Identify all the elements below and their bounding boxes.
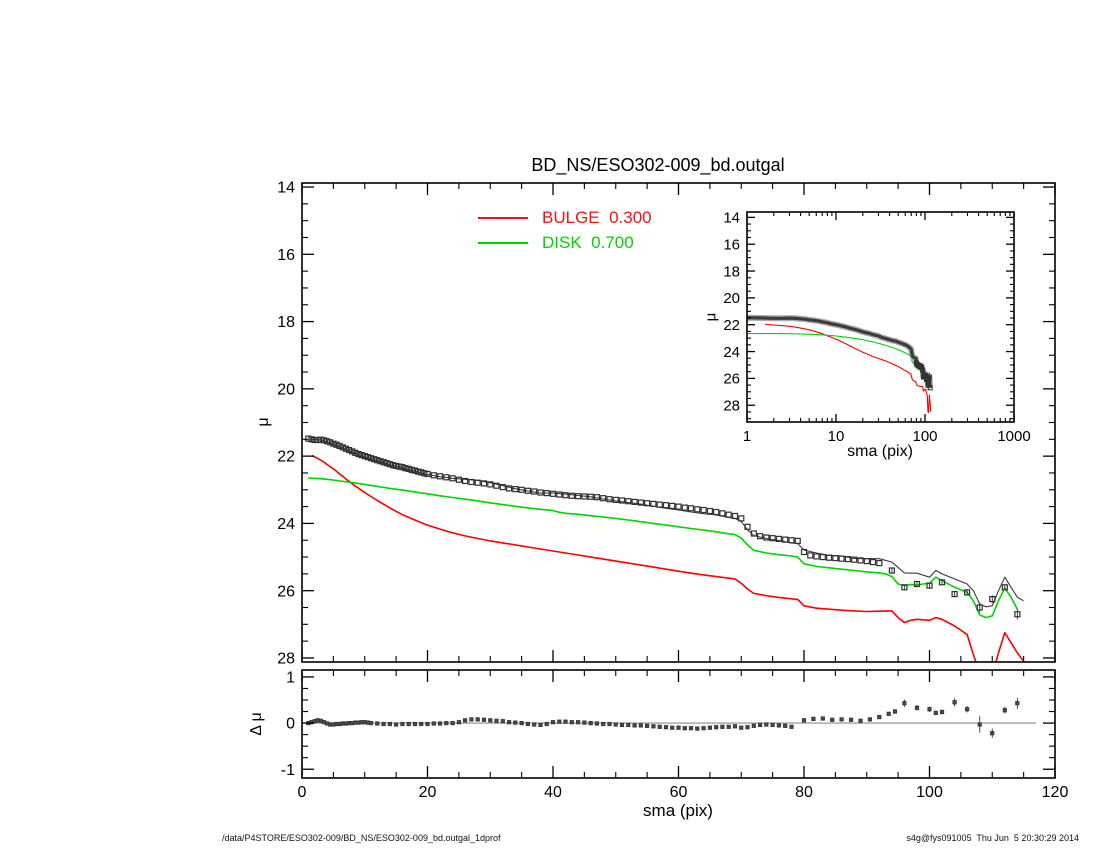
svg-text:28: 28 bbox=[277, 651, 295, 668]
svg-text:20: 20 bbox=[277, 381, 295, 398]
legend-bulge-label: BULGE 0.300 bbox=[542, 208, 652, 227]
svg-text:1000: 1000 bbox=[997, 428, 1030, 445]
svg-text:24: 24 bbox=[277, 516, 295, 533]
footer-user-timestamp: s4g@fys091005 Thu Jun 5 20:30:29 2014 bbox=[906, 833, 1079, 843]
footer-file-path: /data/P4STORE/ESO302-009/BD_NS/ESO302-00… bbox=[222, 833, 501, 843]
svg-text:26: 26 bbox=[723, 371, 740, 388]
svg-text:18: 18 bbox=[723, 263, 740, 280]
svg-text:1: 1 bbox=[743, 428, 751, 445]
svg-text:20: 20 bbox=[419, 784, 437, 801]
svg-text:20: 20 bbox=[723, 290, 740, 307]
svg-text:22: 22 bbox=[277, 449, 295, 466]
svg-text:-1: -1 bbox=[281, 762, 295, 779]
svg-text:16: 16 bbox=[723, 236, 740, 253]
legend-bulge-line-icon bbox=[478, 217, 528, 219]
inset-y-axis-label: μ bbox=[702, 312, 720, 322]
svg-text:80: 80 bbox=[795, 784, 813, 801]
main-plot: 14 16 18 20 22 24 26 28 bbox=[277, 180, 1056, 668]
svg-text:16: 16 bbox=[277, 247, 295, 264]
svg-text:14: 14 bbox=[723, 210, 740, 227]
svg-text:1: 1 bbox=[286, 670, 295, 687]
inset-plot: 1 10 100 1000 14 16 18 20 22 24 26 28 bbox=[723, 210, 1030, 445]
svg-text:40: 40 bbox=[544, 784, 562, 801]
main-y-axis-label: μ bbox=[255, 417, 272, 427]
legend-disk-label: DISK 0.700 bbox=[542, 233, 634, 252]
svg-text:22: 22 bbox=[723, 317, 740, 334]
svg-text:0: 0 bbox=[286, 716, 295, 733]
svg-text:120: 120 bbox=[1042, 784, 1069, 801]
residual-y-axis-label: Δ μ bbox=[248, 712, 265, 736]
svg-text:24: 24 bbox=[723, 344, 740, 361]
legend-disk-line-icon bbox=[478, 242, 528, 244]
shared-x-axis-label: sma (pix) bbox=[643, 801, 713, 820]
inset-x-axis-label: sma (pix) bbox=[847, 443, 913, 460]
figure-title: BD_NS/ESO302-009_bd.outgal bbox=[531, 155, 785, 175]
svg-text:100: 100 bbox=[912, 428, 937, 445]
svg-text:60: 60 bbox=[670, 784, 688, 801]
svg-text:14: 14 bbox=[277, 180, 295, 197]
svg-text:0: 0 bbox=[298, 784, 307, 801]
svg-text:100: 100 bbox=[916, 784, 943, 801]
svg-text:10: 10 bbox=[828, 428, 845, 445]
svg-text:18: 18 bbox=[277, 314, 295, 331]
svg-text:28: 28 bbox=[723, 397, 740, 414]
svg-text:26: 26 bbox=[277, 583, 295, 600]
